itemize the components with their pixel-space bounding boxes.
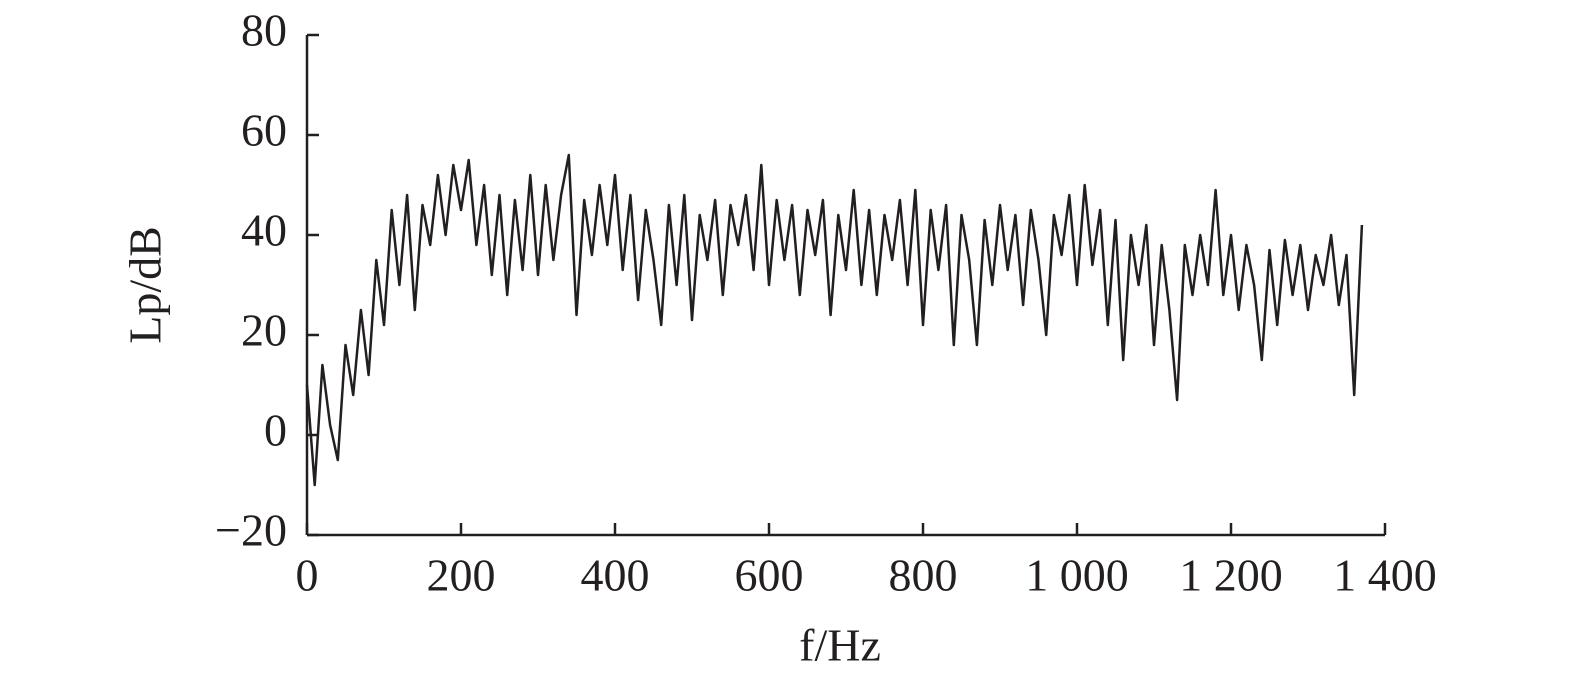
x-tick-label: 0 — [296, 550, 319, 601]
x-tick-label: 200 — [427, 550, 496, 601]
y-tick-label: 40 — [241, 205, 287, 256]
x-tick-label: 400 — [581, 550, 650, 601]
y-tick-label: 60 — [241, 105, 287, 156]
y-tick-label: −20 — [215, 505, 287, 556]
x-tick-label: 1 000 — [1025, 550, 1129, 601]
x-tick-label: 1 200 — [1179, 550, 1283, 601]
data-line — [305, 153, 1364, 487]
y-tick-label: 20 — [241, 305, 287, 356]
y-axis-label: Lp/dB — [120, 226, 171, 344]
y-tick-label: 80 — [241, 5, 287, 56]
x-tick-label: 600 — [735, 550, 804, 601]
y-tick-label: 0 — [264, 405, 287, 456]
x-tick-label: 1 400 — [1333, 550, 1437, 601]
x-axis-label: f/Hz — [799, 620, 881, 671]
x-tick-label: 800 — [889, 550, 958, 601]
